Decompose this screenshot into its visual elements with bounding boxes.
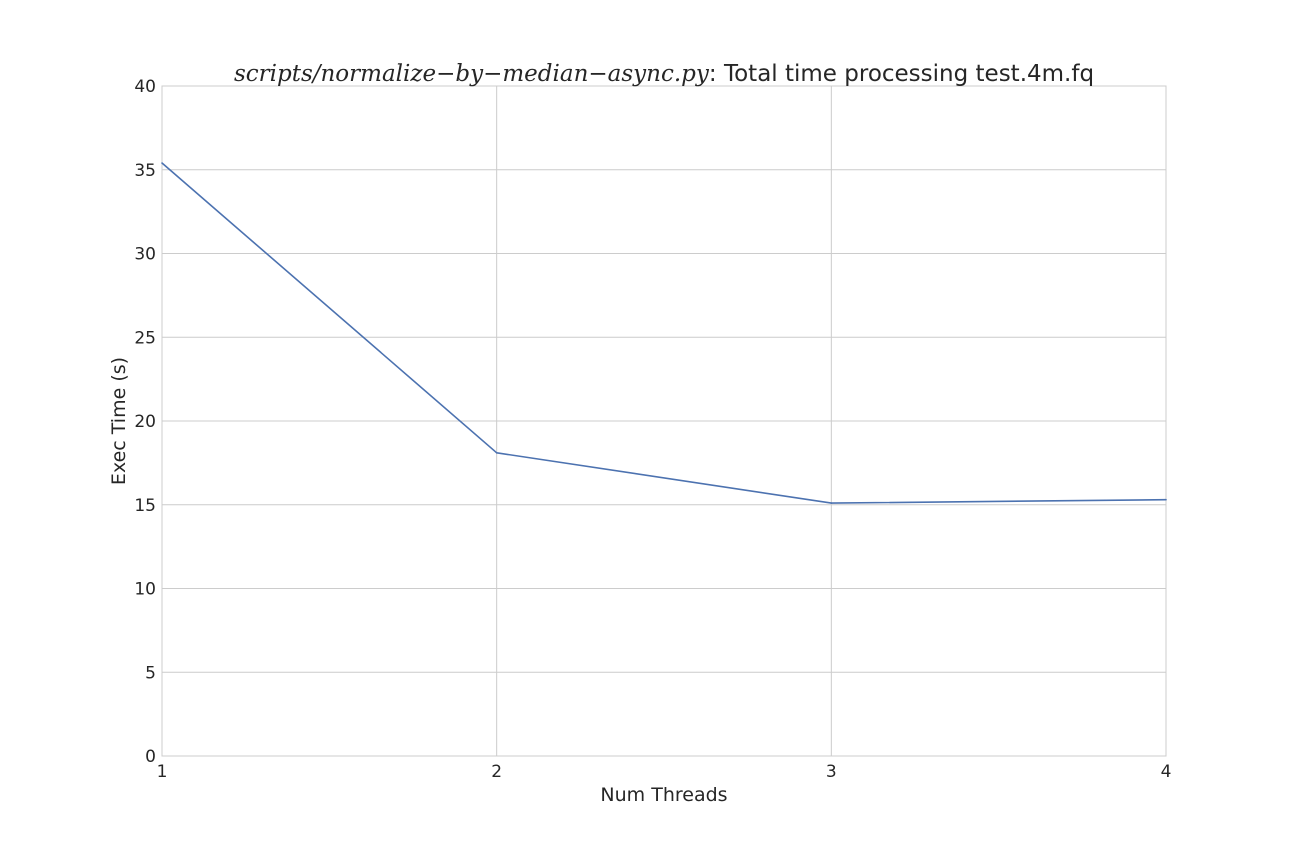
y-tick-label: 15 [134,496,156,516]
x-tick-label: 1 [157,762,168,782]
data-point [1165,498,1167,501]
x-tick-label: 2 [491,762,502,782]
data-point [495,452,498,454]
x-tick-label: 3 [826,762,837,782]
chart-title: scripts/normalize−by−median−async.py: To… [234,61,1094,87]
y-tick-label: 30 [134,245,156,265]
y-tick-label: 40 [134,77,156,97]
data-point [830,502,833,504]
chart-title-rest: : Total time processing test.4m.fq [709,61,1094,87]
x-tick-label: 4 [1161,762,1172,782]
x-tick-labels: 1 2 3 4 [157,762,1172,782]
y-tick-label: 10 [134,580,156,600]
plot-frame [161,85,1167,757]
y-tick-labels: 0 5 10 15 20 25 30 35 40 [134,77,156,767]
chart-title-script: scripts/normalize−by−median−async.py [234,61,710,87]
x-axis-label: Num Threads [600,784,727,806]
data-point [161,162,163,164]
y-gridlines [162,85,1166,757]
series-layer [161,162,1167,504]
y-tick-label: 35 [134,161,156,181]
y-tick-label: 5 [145,663,156,683]
y-tick-label: 20 [134,412,156,432]
series-line [161,162,1167,504]
y-axis-label: Exec Time (s) [108,357,130,485]
y-tick-label: 0 [145,747,156,767]
y-tick-label: 25 [134,328,156,348]
